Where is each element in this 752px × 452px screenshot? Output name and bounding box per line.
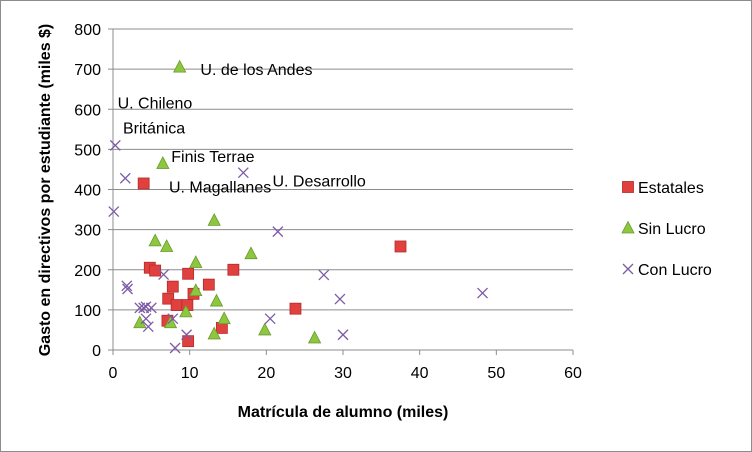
- y-tick-label: 800: [74, 22, 101, 39]
- point-sin-lucro: [160, 239, 174, 252]
- point-con-lucro: [158, 269, 170, 281]
- point-estatales: [289, 302, 302, 315]
- point-con-lucro: [337, 329, 349, 341]
- point-estatales: [137, 177, 150, 190]
- point-sin-lucro: [163, 315, 178, 329]
- legend-label-estatales: Estatales: [638, 180, 704, 197]
- y-tick-label: 0: [92, 343, 101, 360]
- point-con-lucro: [264, 313, 276, 325]
- point-estatales: [162, 292, 175, 305]
- point-sin-lucro: [258, 322, 272, 336]
- annotations: U. de los Andes U. Chileno Británica Finis …: [118, 62, 366, 196]
- x-tick-label: 20: [257, 365, 275, 382]
- y-tick-label: 600: [74, 102, 101, 119]
- y-tick-label: 500: [74, 142, 101, 159]
- point-con-lucro: [122, 283, 134, 295]
- point-estatales: [394, 240, 407, 253]
- legend-marker-con-lucro: [622, 263, 634, 275]
- point-estatales: [170, 299, 183, 311]
- point-con-lucro: [121, 280, 133, 292]
- annotation-label: U. de los Andes: [200, 62, 312, 79]
- point-con-lucro: [109, 139, 121, 151]
- x-tick-label: 0: [109, 365, 118, 382]
- x-tick-label: 50: [487, 365, 505, 382]
- point-con-lucro: [477, 287, 488, 299]
- point-con-lucro: [145, 302, 157, 314]
- point-sin-lucro: [173, 59, 187, 73]
- annotation-label: Británica: [123, 120, 185, 137]
- x-tick-label: 60: [564, 365, 582, 382]
- point-estatales: [182, 267, 195, 280]
- point-con-lucro: [142, 321, 154, 333]
- annotation-label: U. Chileno: [118, 95, 193, 112]
- x-tick-label: 40: [411, 365, 429, 382]
- y-tick-label: 300: [74, 223, 101, 240]
- point-con-lucro: [334, 293, 346, 305]
- point-con-lucro: [272, 226, 284, 238]
- legend-marker-estatales: [622, 181, 634, 193]
- point-con-lucro: [138, 302, 150, 314]
- point-estatales: [149, 264, 162, 277]
- point-con-lucro: [140, 313, 152, 325]
- y-axis-title: Gasto en directivos por estudiante (mile…: [37, 24, 54, 357]
- legend-label-con-lucro: Con Lucro: [638, 262, 712, 279]
- point-con-lucro: [237, 167, 249, 179]
- point-con-lucro: [119, 172, 131, 184]
- point-sin-lucro: [148, 233, 162, 247]
- annotation-label: U. Magallanes: [169, 179, 271, 196]
- y-tick-label: 700: [74, 62, 101, 79]
- point-sin-lucro: [207, 326, 221, 340]
- point-con-lucro: [181, 329, 193, 341]
- point-estatales: [227, 263, 240, 276]
- point-sin-lucro: [189, 283, 203, 297]
- y-tick-label: 400: [74, 183, 101, 200]
- legend-marker-sin-lucro: [621, 220, 635, 234]
- point-sin-lucro: [156, 156, 170, 169]
- point-sin-lucro: [189, 255, 203, 268]
- legend: Estatales Sin Lucro Con Lucro: [621, 180, 712, 279]
- point-sin-lucro: [209, 293, 224, 307]
- annotation-label: U. Desarrollo: [272, 173, 365, 190]
- y-tick-label: 100: [74, 303, 101, 320]
- point-estatales: [166, 280, 179, 293]
- x-tick-label: 30: [334, 365, 352, 382]
- annotation-label: Finis Terrae: [171, 149, 254, 166]
- point-estatales: [202, 278, 215, 291]
- point-sin-lucro: [207, 213, 221, 226]
- x-tick-label: 10: [181, 365, 199, 382]
- x-tick-labels: 0 10 20 30 40 50 60: [109, 350, 582, 382]
- y-tick-label: 200: [74, 263, 101, 280]
- legend-label-sin-lucro: Sin Lucro: [638, 221, 706, 238]
- point-sin-lucro: [179, 304, 193, 318]
- point-con-lucro: [169, 342, 181, 354]
- y-tick-labels: 0 100 200 300 400 500 600 700 800: [74, 22, 113, 360]
- point-sin-lucro: [307, 330, 322, 344]
- point-sin-lucro: [244, 246, 258, 260]
- x-axis-title: Matrícula de alumno (miles): [238, 404, 449, 421]
- point-sin-lucro: [217, 311, 231, 325]
- point-con-lucro: [167, 313, 179, 325]
- point-con-lucro: [108, 206, 120, 218]
- point-con-lucro: [318, 269, 330, 281]
- data-points: [108, 59, 488, 354]
